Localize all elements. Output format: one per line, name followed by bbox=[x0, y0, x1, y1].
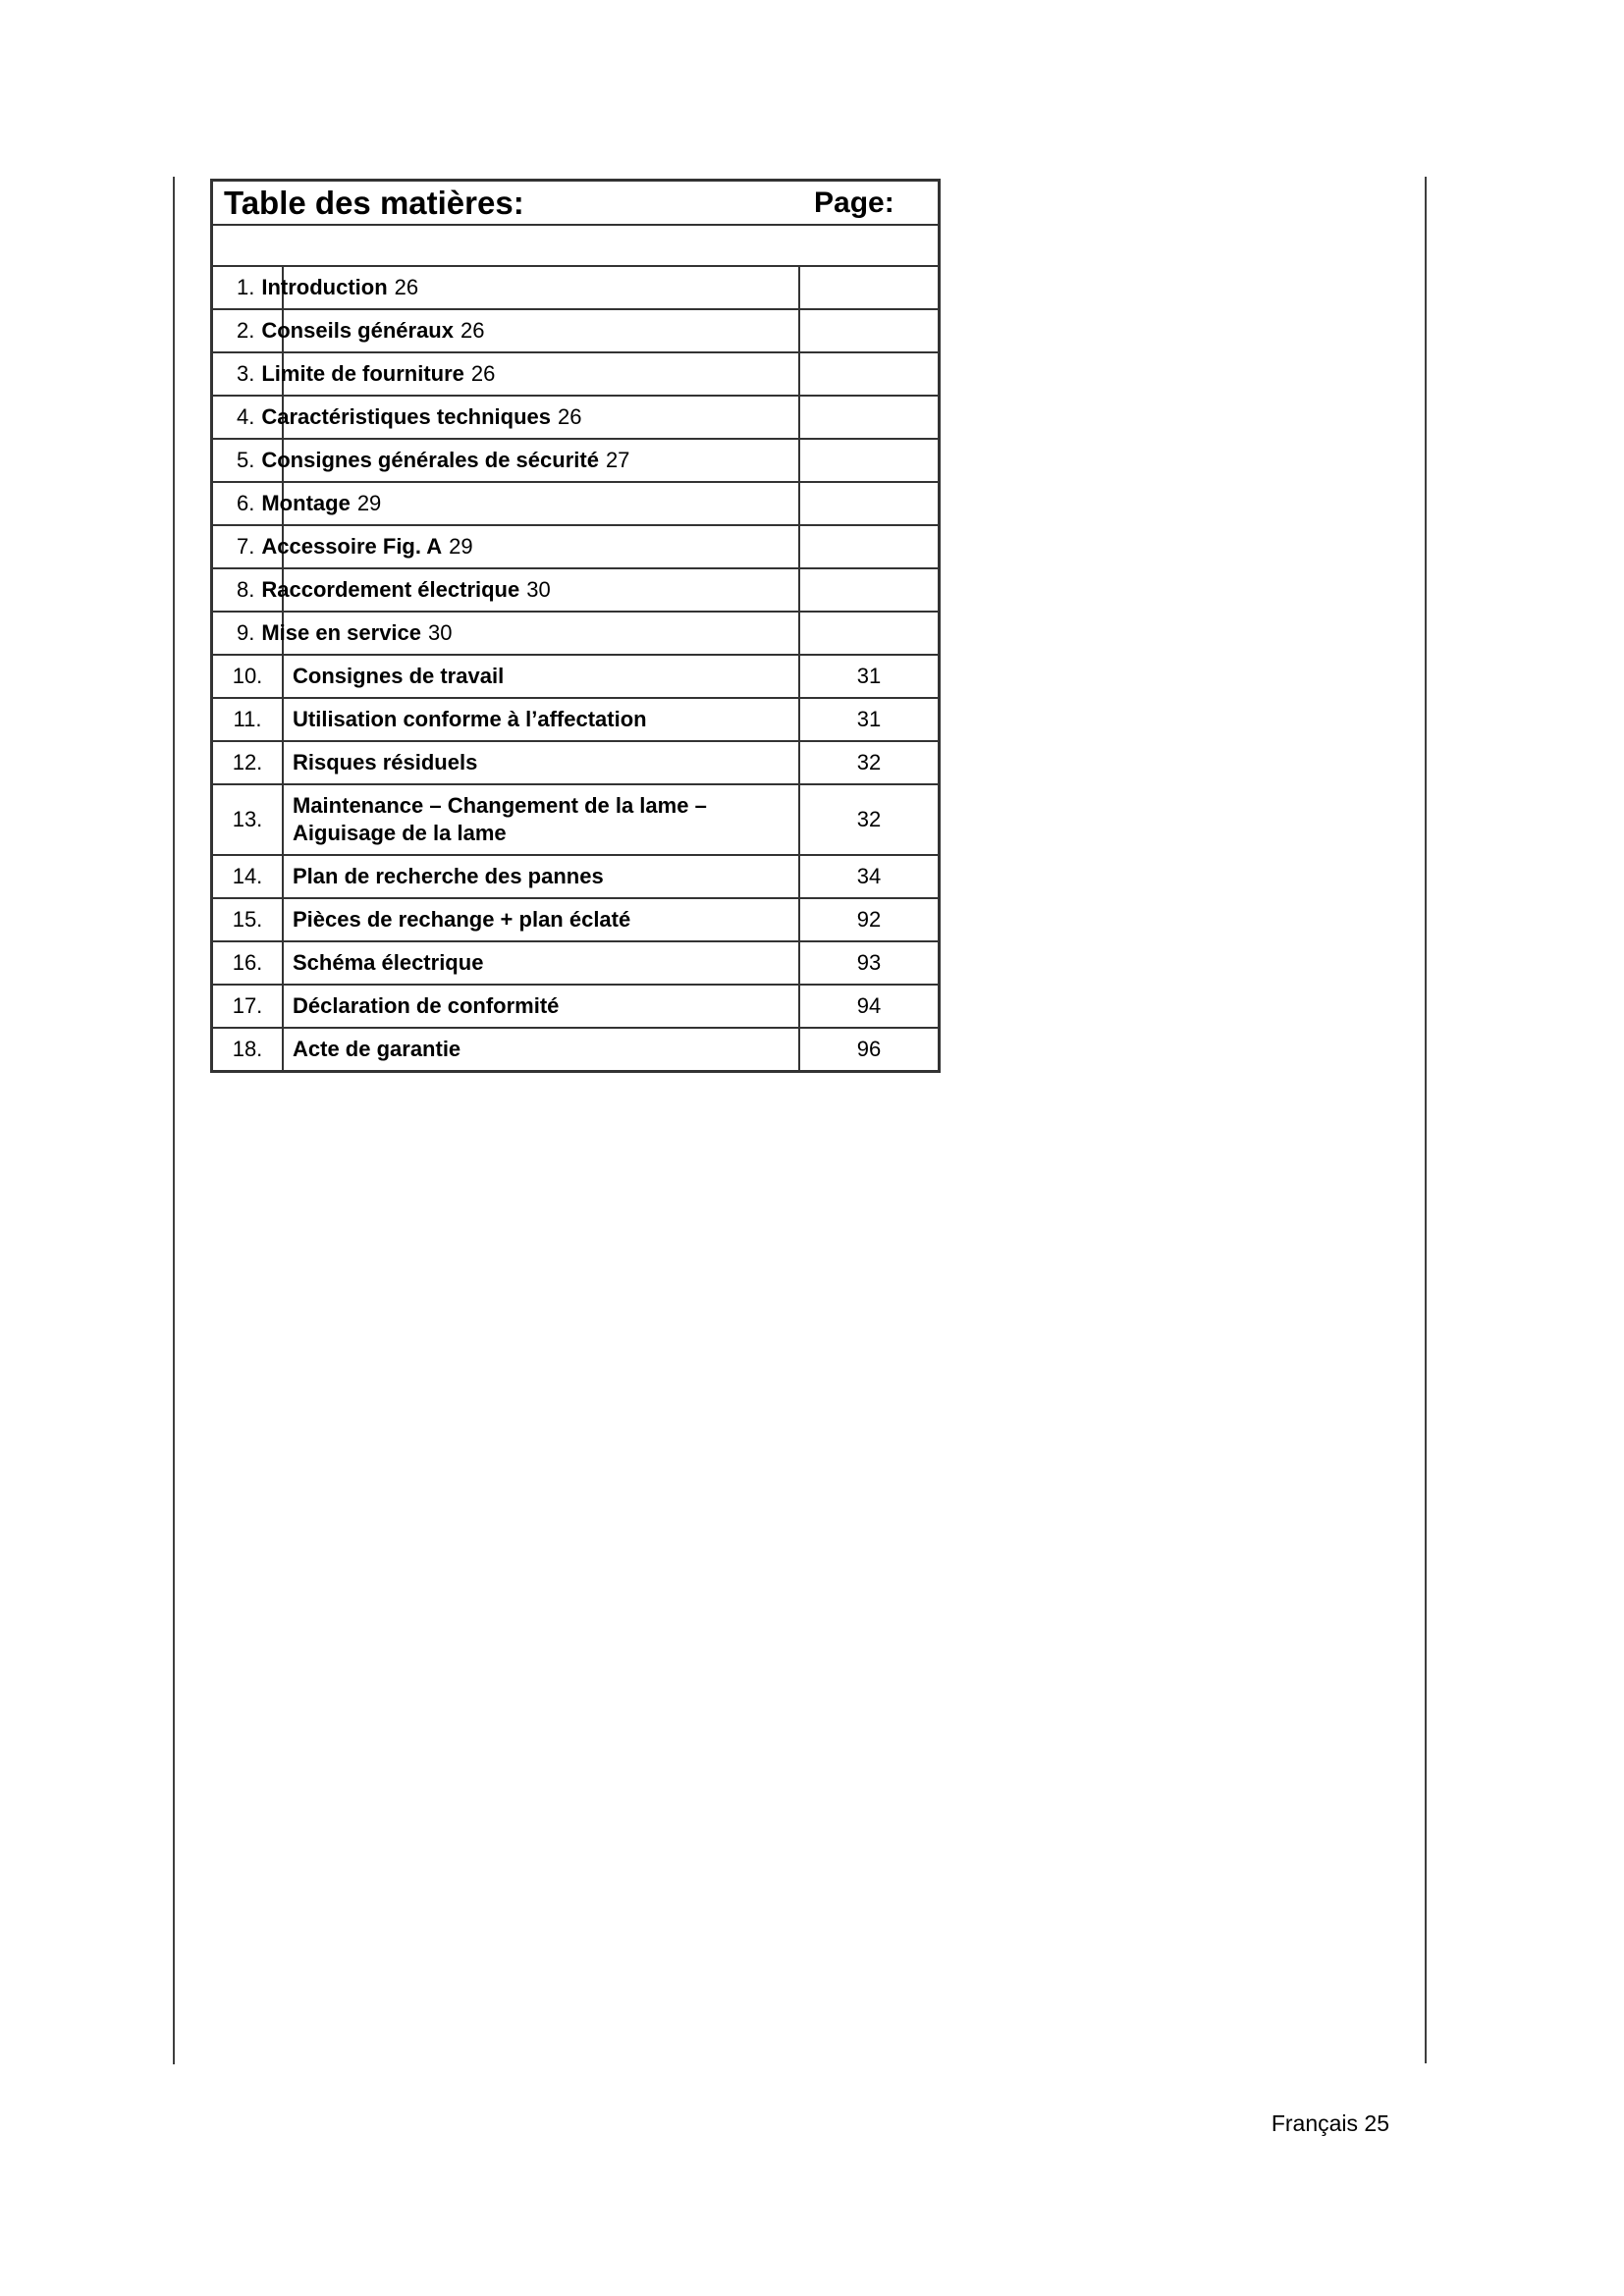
row-number: 14. bbox=[213, 856, 284, 897]
row-page-cell bbox=[800, 569, 938, 611]
toc-row-10: 10. Consignes de travail 31 bbox=[213, 654, 938, 697]
row-title: Plan de recherche des pannes bbox=[284, 856, 800, 897]
row-title: Schéma électrique bbox=[284, 942, 800, 984]
row-number-cell bbox=[213, 310, 284, 351]
toc-row-14: 14. Plan de recherche des pannes 34 bbox=[213, 854, 938, 897]
toc-header-row: Table des matières: Page: bbox=[213, 182, 938, 224]
row-number-cell bbox=[213, 613, 284, 654]
row-title-line-2: Aiguisage de la lame bbox=[293, 821, 507, 845]
row-title-cell bbox=[284, 569, 800, 611]
row-page: 31 bbox=[800, 656, 938, 697]
row-page-cell bbox=[800, 613, 938, 654]
row-page-cell bbox=[800, 353, 938, 395]
row-number-cell bbox=[213, 483, 284, 524]
row-title-cell bbox=[284, 397, 800, 438]
row-page-cell bbox=[800, 483, 938, 524]
row-title: Maintenance – Changement de la lame – Ai… bbox=[284, 785, 800, 854]
page-footer-label: Français 25 bbox=[1271, 2110, 1389, 2136]
row-page-cell bbox=[800, 397, 938, 438]
toc-row-9: 9. Mise en service 30 bbox=[213, 611, 938, 654]
row-title: Utilisation conforme à l’affectation bbox=[284, 699, 800, 740]
row-title-cell bbox=[284, 483, 800, 524]
toc-row-3: 3. Limite de fourniture 26 bbox=[213, 351, 938, 395]
row-page: 32 bbox=[800, 785, 938, 854]
row-number-cell bbox=[213, 353, 284, 395]
toc-row-6: 6. Montage 29 bbox=[213, 481, 938, 524]
row-page: 32 bbox=[800, 742, 938, 783]
row-number: 17. bbox=[213, 986, 284, 1027]
row-number-cell bbox=[213, 440, 284, 481]
row-title: Risques résiduels bbox=[284, 742, 800, 783]
row-page: 93 bbox=[800, 942, 938, 984]
row-page: 34 bbox=[800, 856, 938, 897]
row-number: 13. bbox=[213, 785, 284, 854]
row-number-cell bbox=[213, 267, 284, 308]
toc-row-15: 15. Pièces de rechange + plan éclaté 92 bbox=[213, 897, 938, 940]
row-page-cell bbox=[800, 526, 938, 567]
row-number-cell bbox=[213, 569, 284, 611]
row-text: 6. Montage 29 bbox=[237, 491, 382, 515]
row-title-cell bbox=[284, 310, 800, 351]
row-text: 7. Accessoire Fig. A 29 bbox=[237, 534, 473, 559]
row-title: Pièces de rechange + plan éclaté bbox=[284, 899, 800, 940]
row-title-cell bbox=[284, 440, 800, 481]
row-number: 16. bbox=[213, 942, 284, 984]
toc-title: Table des matières: bbox=[224, 184, 524, 221]
row-text: 9. Mise en service 30 bbox=[237, 620, 453, 645]
toc-row-17: 17. Déclaration de conformité 94 bbox=[213, 984, 938, 1027]
row-title-cell bbox=[284, 267, 800, 308]
row-number: 11. bbox=[213, 699, 284, 740]
row-title-cell bbox=[284, 353, 800, 395]
toc-row-16: 16. Schéma électrique 93 bbox=[213, 940, 938, 984]
row-number: 15. bbox=[213, 899, 284, 940]
toc-row-13: 13. Maintenance – Changement de la lame … bbox=[213, 783, 938, 854]
row-text: 4. Caractéristiques techniques 26 bbox=[237, 404, 582, 429]
toc-row-12: 12. Risques résiduels 32 bbox=[213, 740, 938, 783]
toc-row-5: 5. Consignes générales de sécurité 27 bbox=[213, 438, 938, 481]
toc-row-8: 8. Raccordement électrique 30 bbox=[213, 567, 938, 611]
right-page-rule bbox=[1425, 177, 1427, 2063]
row-number: 10. bbox=[213, 656, 284, 697]
row-title-cell bbox=[284, 613, 800, 654]
row-page-cell bbox=[800, 310, 938, 351]
row-page-cell bbox=[800, 440, 938, 481]
row-number: 12. bbox=[213, 742, 284, 783]
row-page: 31 bbox=[800, 699, 938, 740]
row-text: 5. Consignes générales de sécurité 27 bbox=[237, 448, 630, 472]
toc-row-11: 11. Utilisation conforme à l’affectation… bbox=[213, 697, 938, 740]
row-page-cell bbox=[800, 267, 938, 308]
row-number: 18. bbox=[213, 1029, 284, 1070]
toc-row-4: 4. Caractéristiques techniques 26 bbox=[213, 395, 938, 438]
row-title: Acte de garantie bbox=[284, 1029, 800, 1070]
row-title: Consignes de travail bbox=[284, 656, 800, 697]
toc-spacer-row bbox=[213, 224, 938, 265]
row-text: 2. Conseils généraux 26 bbox=[237, 318, 485, 343]
row-page: 92 bbox=[800, 899, 938, 940]
row-text: 8. Raccordement électrique 30 bbox=[237, 577, 551, 602]
row-text: 3. Limite de fourniture 26 bbox=[237, 361, 496, 386]
row-title-cell bbox=[284, 526, 800, 567]
row-number-cell bbox=[213, 526, 284, 567]
toc-row-7: 7. Accessoire Fig. A 29 bbox=[213, 524, 938, 567]
toc-row-1: 1. Introduction 26 bbox=[213, 265, 938, 308]
toc-row-2: 2. Conseils généraux 26 bbox=[213, 308, 938, 351]
row-page: 94 bbox=[800, 986, 938, 1027]
row-title-line-1: Maintenance – Changement de la lame – bbox=[293, 793, 707, 818]
row-page: 96 bbox=[800, 1029, 938, 1070]
toc-row-18: 18. Acte de garantie 96 bbox=[213, 1027, 938, 1070]
left-page-rule bbox=[173, 177, 175, 2064]
row-number-cell bbox=[213, 397, 284, 438]
table-of-contents: Table des matières: Page: 1. Introduction… bbox=[210, 179, 941, 1073]
row-text: 1. Introduction 26 bbox=[237, 275, 419, 299]
row-title: Déclaration de conformité bbox=[284, 986, 800, 1027]
page-column-label: Page: bbox=[814, 186, 894, 219]
